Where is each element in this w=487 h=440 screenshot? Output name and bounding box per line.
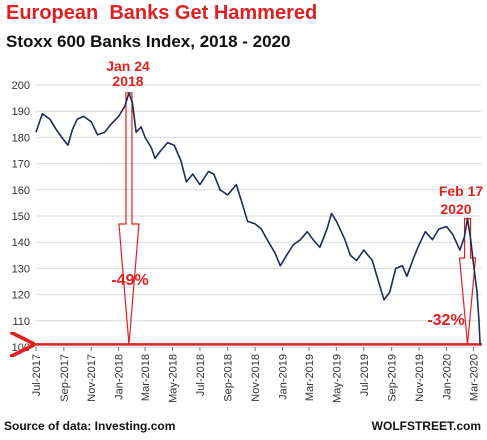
x-tick-label: Jul-2017	[31, 354, 43, 396]
series-line	[35, 92, 481, 345]
x-tick-label: Sep-2018	[223, 354, 235, 402]
y-tick-label: 190	[12, 106, 30, 118]
drop2-label: -32%	[427, 312, 464, 329]
grid-layer	[36, 84, 481, 348]
annotation-labels: Jan 24 2018 Feb 17 2020 -49% -32%	[106, 58, 483, 329]
peak2-year-label: 2020	[440, 201, 471, 217]
y-axis: 100 110 120 130 140 150 160 170 180 190 200	[12, 80, 30, 354]
x-tick-label: Jan-2019	[278, 354, 290, 400]
x-tick-label: Jul-2018	[195, 354, 207, 396]
y-tick-label: 170	[12, 159, 30, 171]
y-tick-label: 110	[12, 316, 30, 328]
x-tick-label: Jan-2020	[441, 354, 453, 400]
chart-subtitle: Stoxx 600 Banks Index, 2018 - 2020	[6, 32, 291, 51]
y-tick-label: 140	[12, 237, 30, 249]
source-note: Source of data: Investing.com	[4, 419, 176, 433]
y-tick-label: 130	[12, 263, 30, 275]
peak1-date-label: Jan 24	[106, 58, 150, 74]
brand-label: WOLFSTREET.com	[371, 419, 481, 433]
x-tick-label: Mar-2018	[140, 354, 152, 401]
drop2-arrow	[458, 218, 477, 345]
drop1-label: -49%	[111, 272, 148, 289]
x-tick-label: Mar-2020	[468, 354, 480, 401]
y-tick-label: 120	[12, 290, 30, 302]
chart-title: European Banks Get Hammered	[6, 2, 318, 24]
x-tick-label: Jul-2019	[359, 354, 371, 396]
peak1-year-label: 2018	[112, 73, 143, 89]
y-tick-label: 160	[12, 185, 30, 197]
y-tick-label: 200	[12, 80, 30, 92]
y-tick-label: 150	[12, 211, 30, 223]
peak2-date-label: Feb 17	[439, 183, 484, 199]
x-tick-label: Jan-2018	[114, 354, 126, 400]
x-tick-label: Mar-2019	[304, 354, 316, 401]
x-tick-label: May-2019	[331, 354, 343, 403]
y-tick-label: 180	[12, 132, 30, 144]
x-tick-label: Sep-2019	[387, 354, 399, 402]
y-tick-label: 100	[12, 342, 30, 354]
x-tick-label: Sep-2017	[59, 354, 71, 402]
x-tick-label: Nov-2018	[250, 354, 262, 402]
x-tick-label: May-2018	[168, 354, 180, 403]
x-tick-label: Nov-2017	[86, 354, 98, 402]
x-axis: Jul-2017 Sep-2017 Nov-2017 Jan-2018 Mar-2018…	[31, 347, 480, 403]
annotation-layer	[30, 92, 482, 345]
drop1-arrow	[118, 92, 140, 345]
x-tick-label: Nov-2019	[414, 354, 426, 402]
